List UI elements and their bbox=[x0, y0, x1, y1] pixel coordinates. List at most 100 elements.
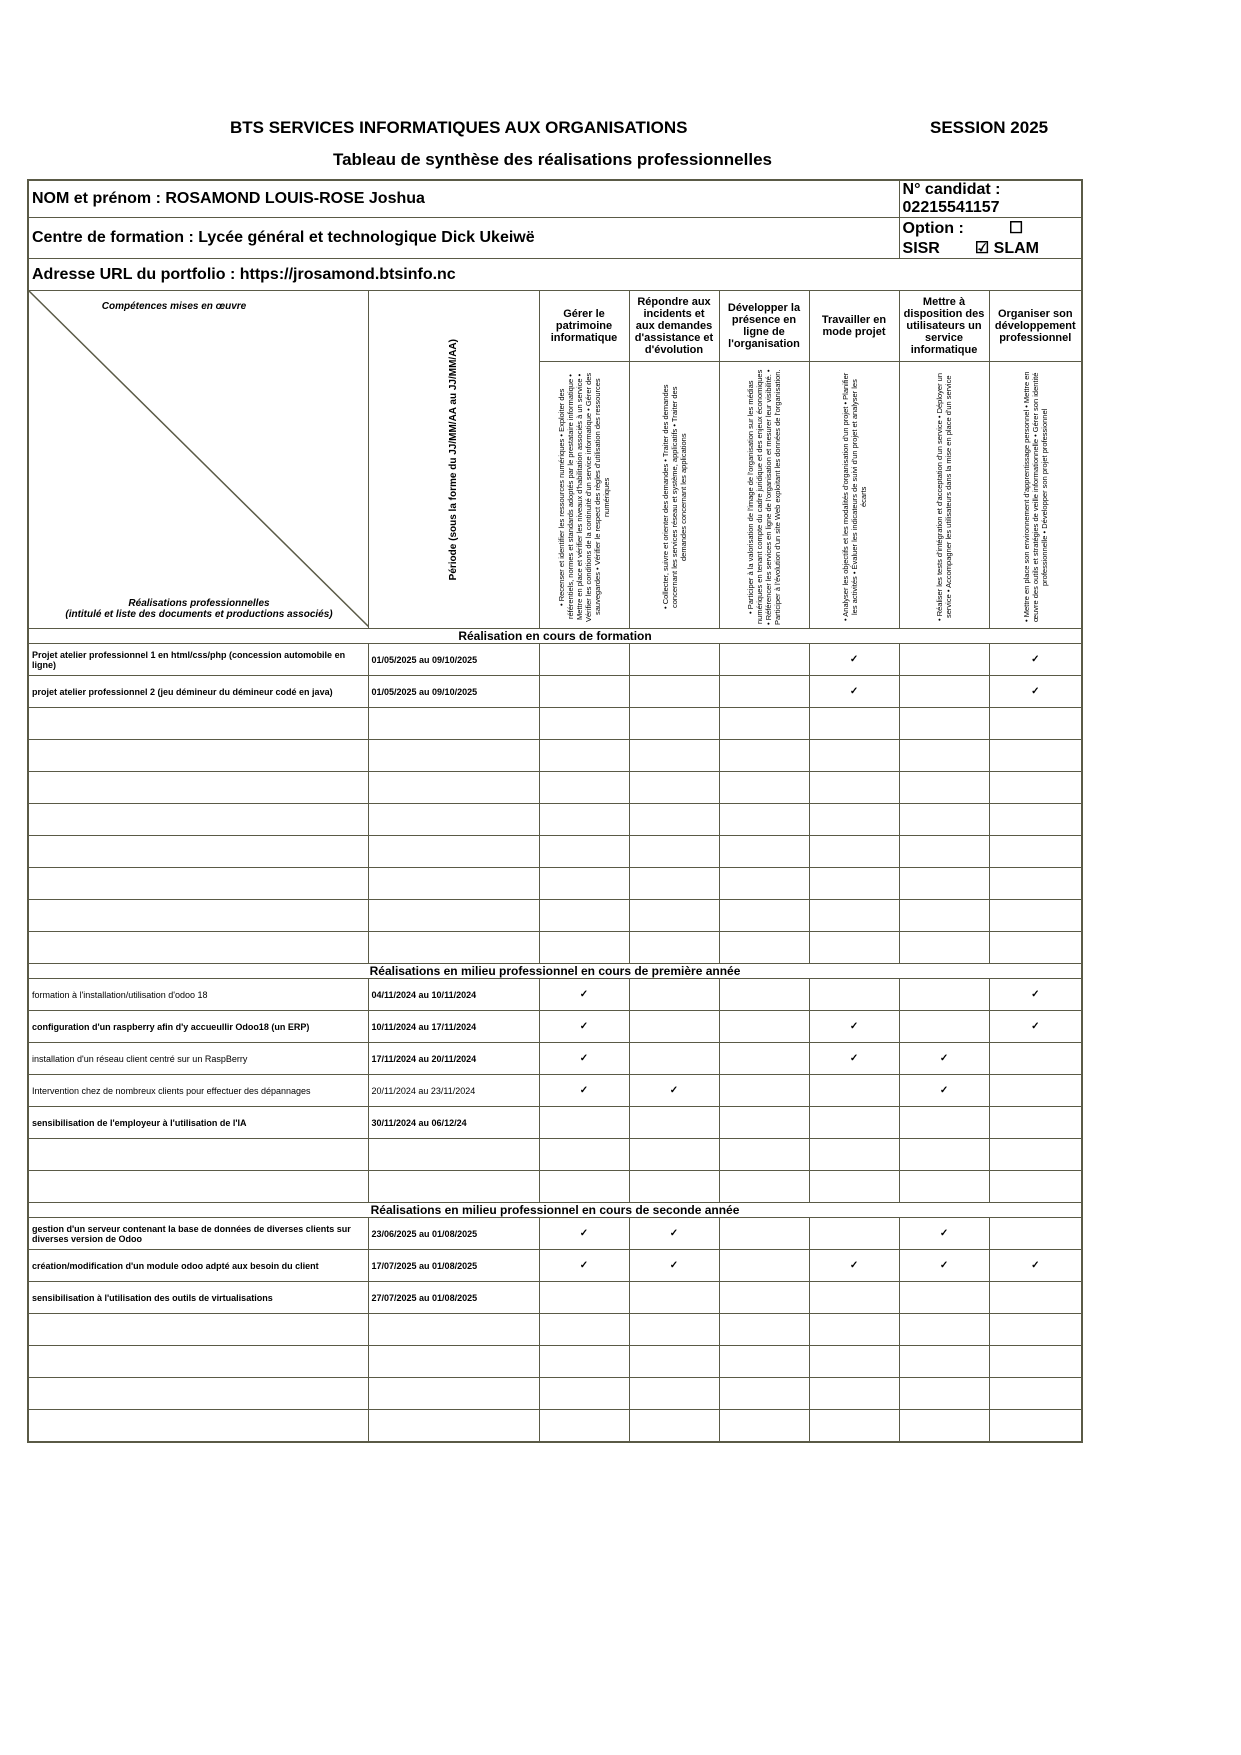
competence-check-cell: ✓ bbox=[808, 1042, 900, 1075]
competence-check-cell bbox=[898, 739, 990, 772]
competence-details: • Mettre en place son environnement d'ap… bbox=[988, 361, 1083, 629]
check-icon: ✓ bbox=[939, 1260, 949, 1271]
check-icon: ✓ bbox=[1031, 989, 1040, 1000]
competence-check-cell bbox=[808, 707, 900, 740]
realisation-period bbox=[367, 1345, 540, 1378]
realisation-label bbox=[27, 739, 369, 772]
check-icon: ✓ bbox=[849, 686, 859, 697]
competence-check-cell: ✓ bbox=[628, 1249, 720, 1282]
competence-check-cell bbox=[538, 1345, 630, 1378]
table-row bbox=[27, 739, 1083, 772]
check-icon: ✓ bbox=[849, 1053, 859, 1064]
check-icon: ✓ bbox=[579, 1021, 589, 1032]
realisation-period: 17/11/2024 au 20/11/2024 bbox=[367, 1042, 540, 1075]
competence-check-cell bbox=[718, 867, 810, 900]
competence-check-cell bbox=[628, 1377, 720, 1410]
option-label: Option : bbox=[902, 220, 964, 237]
competence-check-cell bbox=[628, 1042, 720, 1075]
option-slam-checkbox[interactable]: ☑ SLAM bbox=[974, 240, 1039, 257]
competence-check-cell bbox=[718, 835, 810, 868]
competence-check-cell bbox=[538, 1106, 630, 1139]
check-icon: ✓ bbox=[1031, 1021, 1040, 1032]
competence-check-cell bbox=[718, 899, 810, 932]
competence-check-cell bbox=[628, 803, 720, 836]
realisation-label: installation d'un réseau client centré s… bbox=[27, 1042, 369, 1075]
table-row bbox=[27, 1409, 1083, 1443]
check-icon: ✓ bbox=[939, 1085, 949, 1096]
competence-check-cell bbox=[898, 1010, 990, 1043]
competence-check-cell bbox=[538, 1170, 630, 1203]
competence-check-cell bbox=[988, 1138, 1083, 1171]
competence-check-cell bbox=[718, 1281, 810, 1314]
realisation-label: sensibilisation à l'utilisation des outi… bbox=[27, 1281, 369, 1314]
realisation-period bbox=[367, 931, 540, 964]
realisation-period bbox=[367, 771, 540, 804]
realisation-label bbox=[27, 899, 369, 932]
realisation-label: Projet atelier professionnel 1 en html/c… bbox=[27, 643, 369, 676]
session-label: SESSION 2025 bbox=[930, 118, 1049, 137]
table-row: sensibilisation à l'utilisation des outi… bbox=[27, 1281, 1083, 1314]
competence-check-cell bbox=[898, 1345, 990, 1378]
competence-check-cell: ✓ bbox=[898, 1074, 990, 1107]
realisation-period bbox=[367, 803, 540, 836]
competence-check-cell bbox=[898, 1170, 990, 1203]
competence-check-cell bbox=[898, 1377, 990, 1410]
competence-check-cell bbox=[898, 803, 990, 836]
competence-check-cell bbox=[808, 1170, 900, 1203]
competence-check-cell: ✓ bbox=[988, 675, 1083, 708]
check-icon: ✓ bbox=[1031, 1260, 1040, 1271]
document-title: BTS SERVICES INFORMATIQUES AUX ORGANISAT… bbox=[230, 118, 688, 137]
realisation-period: 10/11/2024 au 17/11/2024 bbox=[367, 1010, 540, 1043]
competence-check-cell bbox=[898, 1138, 990, 1171]
realisation-label: création/modification d'un module odoo a… bbox=[27, 1249, 369, 1282]
competence-details-text: • Collecter, suivre et orienter des dema… bbox=[660, 384, 688, 610]
competence-title: Gérer le patrimoine informatique bbox=[538, 290, 630, 362]
competence-check-cell bbox=[808, 771, 900, 804]
competence-title: Travailler en mode projet bbox=[808, 290, 900, 362]
competence-check-cell bbox=[538, 739, 630, 772]
realisation-label: formation à l'installation/utilisation d… bbox=[27, 978, 369, 1011]
check-icon: ✓ bbox=[579, 1228, 589, 1239]
realisation-label: gestion d'un serveur contenant la base d… bbox=[27, 1217, 369, 1250]
competence-check-cell bbox=[538, 771, 630, 804]
competence-check-cell bbox=[898, 1106, 990, 1139]
competence-check-cell bbox=[988, 1377, 1083, 1410]
competence-check-cell: ✓ bbox=[538, 978, 630, 1011]
competence-check-cell bbox=[718, 1313, 810, 1346]
table-row bbox=[27, 1345, 1083, 1378]
competence-check-cell bbox=[808, 1106, 900, 1139]
competence-check-cell bbox=[628, 675, 720, 708]
competence-details: • Recenser et identifier les ressources … bbox=[538, 361, 630, 629]
competence-check-cell: ✓ bbox=[628, 1217, 720, 1250]
competence-details-text: • Analyser les objectifs et les modalité… bbox=[840, 372, 868, 622]
competence-check-cell: ✓ bbox=[538, 1042, 630, 1075]
realisation-period: 04/11/2024 au 10/11/2024 bbox=[367, 978, 540, 1011]
competence-check-cell: ✓ bbox=[538, 1217, 630, 1250]
realisation-label: sensibilisation de l'employeur à l'utili… bbox=[27, 1106, 369, 1139]
competence-check-cell bbox=[988, 1409, 1083, 1443]
competence-check-cell: ✓ bbox=[988, 1010, 1083, 1043]
table-row: formation à l'installation/utilisation d… bbox=[27, 978, 1083, 1011]
competence-check-cell bbox=[628, 1170, 720, 1203]
competence-check-cell bbox=[808, 1074, 900, 1107]
option-sisr-checkbox[interactable]: ☐ SISR bbox=[902, 220, 1024, 257]
competence-details: • Collecter, suivre et orienter des dema… bbox=[628, 361, 720, 629]
competence-details-text: • Réaliser les tests d'intégration et d'… bbox=[935, 373, 954, 622]
competence-check-cell: ✓ bbox=[808, 1010, 900, 1043]
portfolio-url: Adresse URL du portfolio : https://jrosa… bbox=[27, 258, 1083, 291]
competence-check-cell bbox=[628, 739, 720, 772]
realisation-period bbox=[367, 867, 540, 900]
competence-title: Développer la présence en ligne de l'org… bbox=[718, 290, 810, 362]
period-header: Période (sous la forme du JJ/MM/AA au JJ… bbox=[367, 290, 540, 629]
competence-check-cell: ✓ bbox=[988, 978, 1083, 1011]
realisation-label: Intervention chez de nombreux clients po… bbox=[27, 1074, 369, 1107]
check-icon: ✓ bbox=[669, 1228, 679, 1239]
competence-check-cell bbox=[988, 1217, 1083, 1250]
competence-check-cell: ✓ bbox=[808, 675, 900, 708]
realisation-label: configuration d'un raspberry afin d'y ac… bbox=[27, 1010, 369, 1043]
table-row bbox=[27, 771, 1083, 804]
competence-check-cell bbox=[538, 675, 630, 708]
competence-check-cell: ✓ bbox=[808, 643, 900, 676]
competence-check-cell bbox=[988, 707, 1083, 740]
